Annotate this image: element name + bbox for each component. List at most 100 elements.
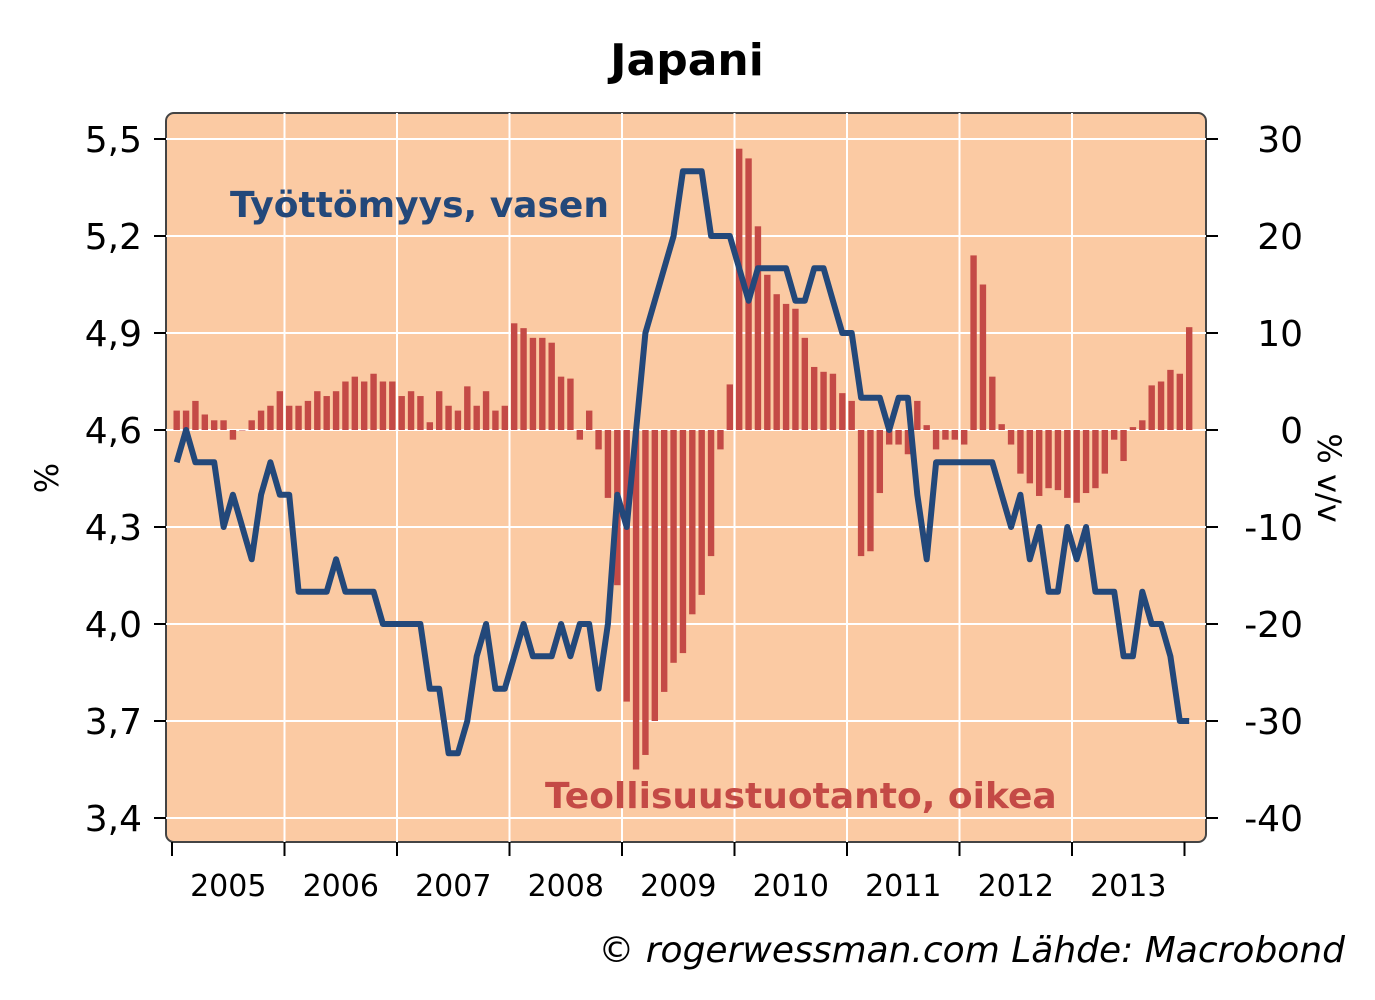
y-left-tick-label: 3,7 [85,702,142,743]
chart-title: Japani [607,35,764,86]
production-bar [979,284,987,430]
production-bar [360,381,368,430]
production-bar [492,410,499,430]
production-bar [735,148,743,430]
production-bar [1045,430,1052,489]
production-bar [473,405,480,430]
production-bar [1101,430,1109,474]
y-left-tick-label: 5,5 [85,120,142,161]
x-tick-label: 2010 [753,869,829,904]
production-bar [182,410,190,430]
x-tick-label: 2012 [978,869,1054,904]
production-bar [585,410,593,430]
production-bar [520,328,527,430]
y-right-tick-label: 20 [1257,217,1303,258]
production-bar [445,405,452,430]
x-tick-label: 2007 [415,869,491,904]
axes: 5,5 30 5,2 20 4,9 10 4,6 0 4,3 -10 4,0 -20 3,7 -30 3,4… [85,120,1303,904]
production-bar [239,430,246,431]
production-bar [717,430,724,450]
production-bar [1092,430,1099,489]
production-bar [1064,430,1071,498]
industrial-production-annotation: Teollisuustuotanto, oikea [545,776,1057,817]
production-bar [210,420,218,430]
production-bar [848,400,855,430]
production-bar [642,430,649,755]
production-bar [998,424,1005,430]
production-bar [501,405,509,430]
production-bar [1120,430,1127,462]
production-bar [539,337,546,430]
production-bar [510,323,518,430]
production-bar [1185,327,1193,430]
production-bar [632,430,640,770]
production-bar [435,391,443,430]
x-tick-label: 2005 [190,869,266,904]
production-bar [304,400,312,430]
production-bar [276,391,284,430]
production-bar [1157,381,1165,430]
production-bar [173,410,180,430]
production-bar [876,430,884,494]
production-bar [623,430,630,702]
y-axis-left-label: % [28,463,66,493]
production-bar [1148,385,1155,430]
x-tick-label: 2013 [1090,869,1166,904]
production-bar [1176,373,1184,430]
production-bar [670,430,677,663]
production-bar [351,376,359,430]
production-bar [1110,430,1118,440]
x-tick-label: 2011 [865,869,941,904]
production-bar [201,414,209,430]
production-bar [885,430,893,445]
production-bar [557,376,565,430]
production-bar [576,430,584,440]
production-bar [951,430,959,440]
production-bar [426,422,434,430]
production-bar [482,391,490,430]
production-bar [604,430,612,498]
production-bar [960,430,968,445]
production-bar [295,405,302,430]
production-bar [567,378,574,430]
production-bar [323,396,330,430]
unemployment-annotation: Työttömyys, vasen [230,185,609,226]
production-bar [229,430,237,440]
unemployment-series [173,168,1190,757]
y-left-tick-label: 5,2 [85,217,142,258]
production-bar [689,430,696,615]
production-bar [764,274,771,430]
production-bar [895,430,902,445]
production-bar [1017,430,1024,474]
production-bar [285,405,293,430]
y-left-tick-label: 4,0 [85,605,142,646]
production-bar [407,391,415,430]
production-bar [314,391,321,430]
production-bar [754,226,762,430]
production-bar [932,430,940,450]
production-bar [679,430,687,654]
y-left-tick-label: 3,4 [85,799,142,840]
production-bar [914,400,921,430]
y-right-tick-label: -10 [1244,508,1303,549]
production-bar [904,430,912,455]
production-bar [801,337,809,430]
production-bar [370,373,377,430]
production-bar [220,420,227,430]
production-bar [839,393,846,430]
production-bar [1026,430,1034,484]
production-bar [398,396,405,430]
production-bar [1054,430,1062,491]
y-left-tick-label: 4,9 [85,314,142,355]
production-bar [529,337,537,430]
y-right-tick-label: -40 [1244,799,1303,840]
production-bar [707,430,715,557]
production-bar [1007,430,1015,445]
production-bar [454,410,462,430]
industrial-production-bars [173,148,1193,770]
production-bar [1139,420,1146,430]
production-bar [248,420,255,430]
production-bar [942,430,949,440]
production-bar [698,430,705,595]
production-bar [389,381,396,430]
